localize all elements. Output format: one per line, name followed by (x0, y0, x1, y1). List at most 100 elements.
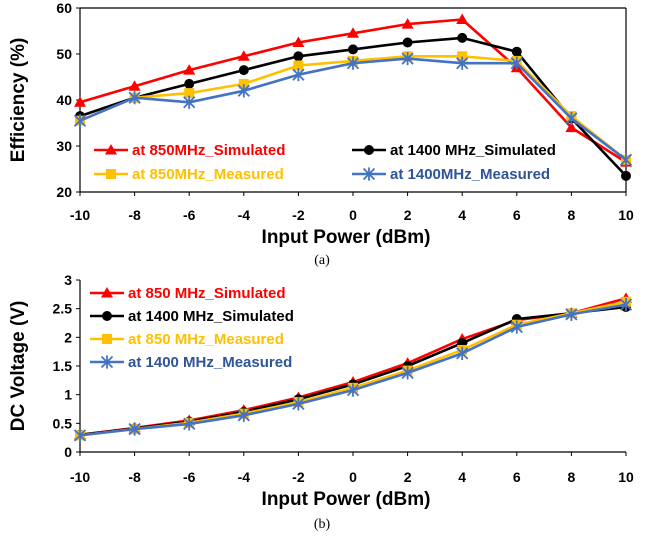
y-tick-label: 2.5 (53, 301, 73, 317)
data-point (128, 80, 141, 91)
legend-item: at 1400MHz_Measured (352, 166, 550, 183)
x-tick-label: 4 (458, 207, 466, 223)
data-point (619, 298, 633, 312)
x-tick-label: -8 (128, 469, 141, 485)
y-tick-label: 0.5 (53, 415, 73, 431)
y-tick-label: 50 (56, 46, 72, 62)
data-point (565, 121, 578, 133)
y-tick-label: 0 (64, 444, 72, 460)
data-point (565, 111, 578, 125)
data-point (292, 68, 305, 82)
legend-item: at 850MHz_Measured (94, 166, 284, 183)
legend-marker (106, 169, 116, 179)
y-tick-label: 1.5 (53, 358, 73, 374)
chart-a-caption: (a) (314, 253, 330, 268)
data-point (401, 366, 414, 380)
data-point (456, 346, 469, 360)
legend-item: at 1400 MHz_Simulated (352, 142, 556, 159)
x-tick-label: 2 (404, 207, 412, 223)
data-point (292, 36, 305, 47)
chart-b-caption: (b) (314, 517, 331, 532)
legend-label: at 850MHz_Measured (132, 166, 284, 183)
data-point (74, 96, 86, 107)
y-tick-label: 40 (56, 92, 72, 108)
y-tick-label: 1 (64, 387, 72, 403)
data-point (511, 46, 522, 57)
legend-marker (362, 167, 376, 181)
legend-item: at 850 MHz_Simulated (90, 285, 286, 302)
y-tick-label: 60 (56, 0, 72, 16)
data-point (237, 408, 250, 422)
data-point (401, 18, 414, 29)
data-point (346, 383, 360, 397)
y-tick-label: 20 (56, 184, 72, 200)
x-tick-label: -6 (183, 469, 196, 485)
legend-label: at 1400 MHz_Measured (128, 354, 292, 371)
x-tick-label: 10 (618, 469, 634, 485)
legend-marker (102, 311, 112, 321)
x-tick-label: 4 (458, 469, 466, 485)
chart-b-x-axis-title: Input Power (dBm) (262, 489, 431, 510)
legend-label: at 1400MHz_Measured (390, 166, 550, 183)
y-tick-label: 3 (64, 272, 72, 288)
data-point (456, 13, 469, 24)
data-point (348, 44, 358, 55)
legend-marker (100, 355, 114, 369)
data-point (183, 64, 196, 75)
data-point (73, 114, 87, 128)
dc-voltage-chart: DC Voltage (V) Input Power (dBm) (b) 0 0.… (8, 272, 634, 532)
chart-a-y-axis-title: Efficiency (%) (8, 38, 29, 163)
data-point (128, 91, 141, 105)
data-point (184, 88, 195, 99)
x-tick-label: 8 (568, 469, 576, 485)
x-tick-label: -4 (238, 469, 251, 485)
x-tick-label: -10 (70, 469, 90, 485)
x-tick-label: 0 (349, 207, 357, 223)
legend-label: at 1400 MHz_Simulated (390, 142, 556, 159)
data-point (510, 320, 523, 334)
data-point (128, 422, 141, 436)
y-tick-label: 2 (64, 329, 72, 345)
legend-item: at 1400 MHz_Simulated (90, 308, 294, 325)
legend-label: at 850MHz_Simulated (132, 142, 285, 159)
legend-marker (364, 145, 374, 155)
data-point (73, 428, 87, 442)
data-point (293, 60, 304, 71)
data-point (238, 65, 249, 76)
data-point (184, 78, 195, 89)
legend-label: at 1400 MHz_Simulated (128, 308, 294, 325)
legend: at 850MHz_Simulated at 1400 MHz_Simulated… (94, 142, 556, 183)
chart-b-y-axis-title: DC Voltage (V) (8, 301, 29, 432)
data-point (238, 78, 249, 89)
x-tick-label: -4 (238, 207, 251, 223)
legend-item: at 1400 MHz_Measured (90, 354, 292, 371)
x-tick-label: 8 (568, 207, 576, 223)
legend-item: at 850 MHz_Measured (90, 331, 284, 348)
efficiency-chart: Efficiency (%) Input Power (dBm) (a) 203… (8, 0, 634, 268)
x-tick-label: -10 (70, 207, 90, 223)
data-point (347, 27, 359, 38)
x-tick-label: -2 (292, 207, 305, 223)
data-point (457, 51, 468, 62)
legend-item: at 850MHz_Simulated (94, 142, 285, 159)
data-point (183, 95, 196, 109)
data-point (346, 56, 360, 70)
data-point (402, 37, 413, 48)
legend-label: at 850 MHz_Measured (128, 331, 284, 348)
legend-label: at 850 MHz_Simulated (128, 285, 286, 302)
data-point (565, 307, 578, 321)
data-point (401, 52, 414, 66)
data-point (237, 84, 250, 98)
legend-marker (102, 334, 112, 344)
data-point (456, 56, 469, 70)
y-tick-label: 30 (56, 138, 72, 154)
chart-a-x-axis-title: Input Power (dBm) (262, 227, 431, 248)
x-tick-label: -8 (128, 207, 141, 223)
data-point (619, 153, 633, 167)
data-point (237, 50, 250, 61)
data-point (292, 397, 305, 411)
x-tick-label: -2 (292, 469, 305, 485)
x-tick-label: 2 (404, 469, 412, 485)
